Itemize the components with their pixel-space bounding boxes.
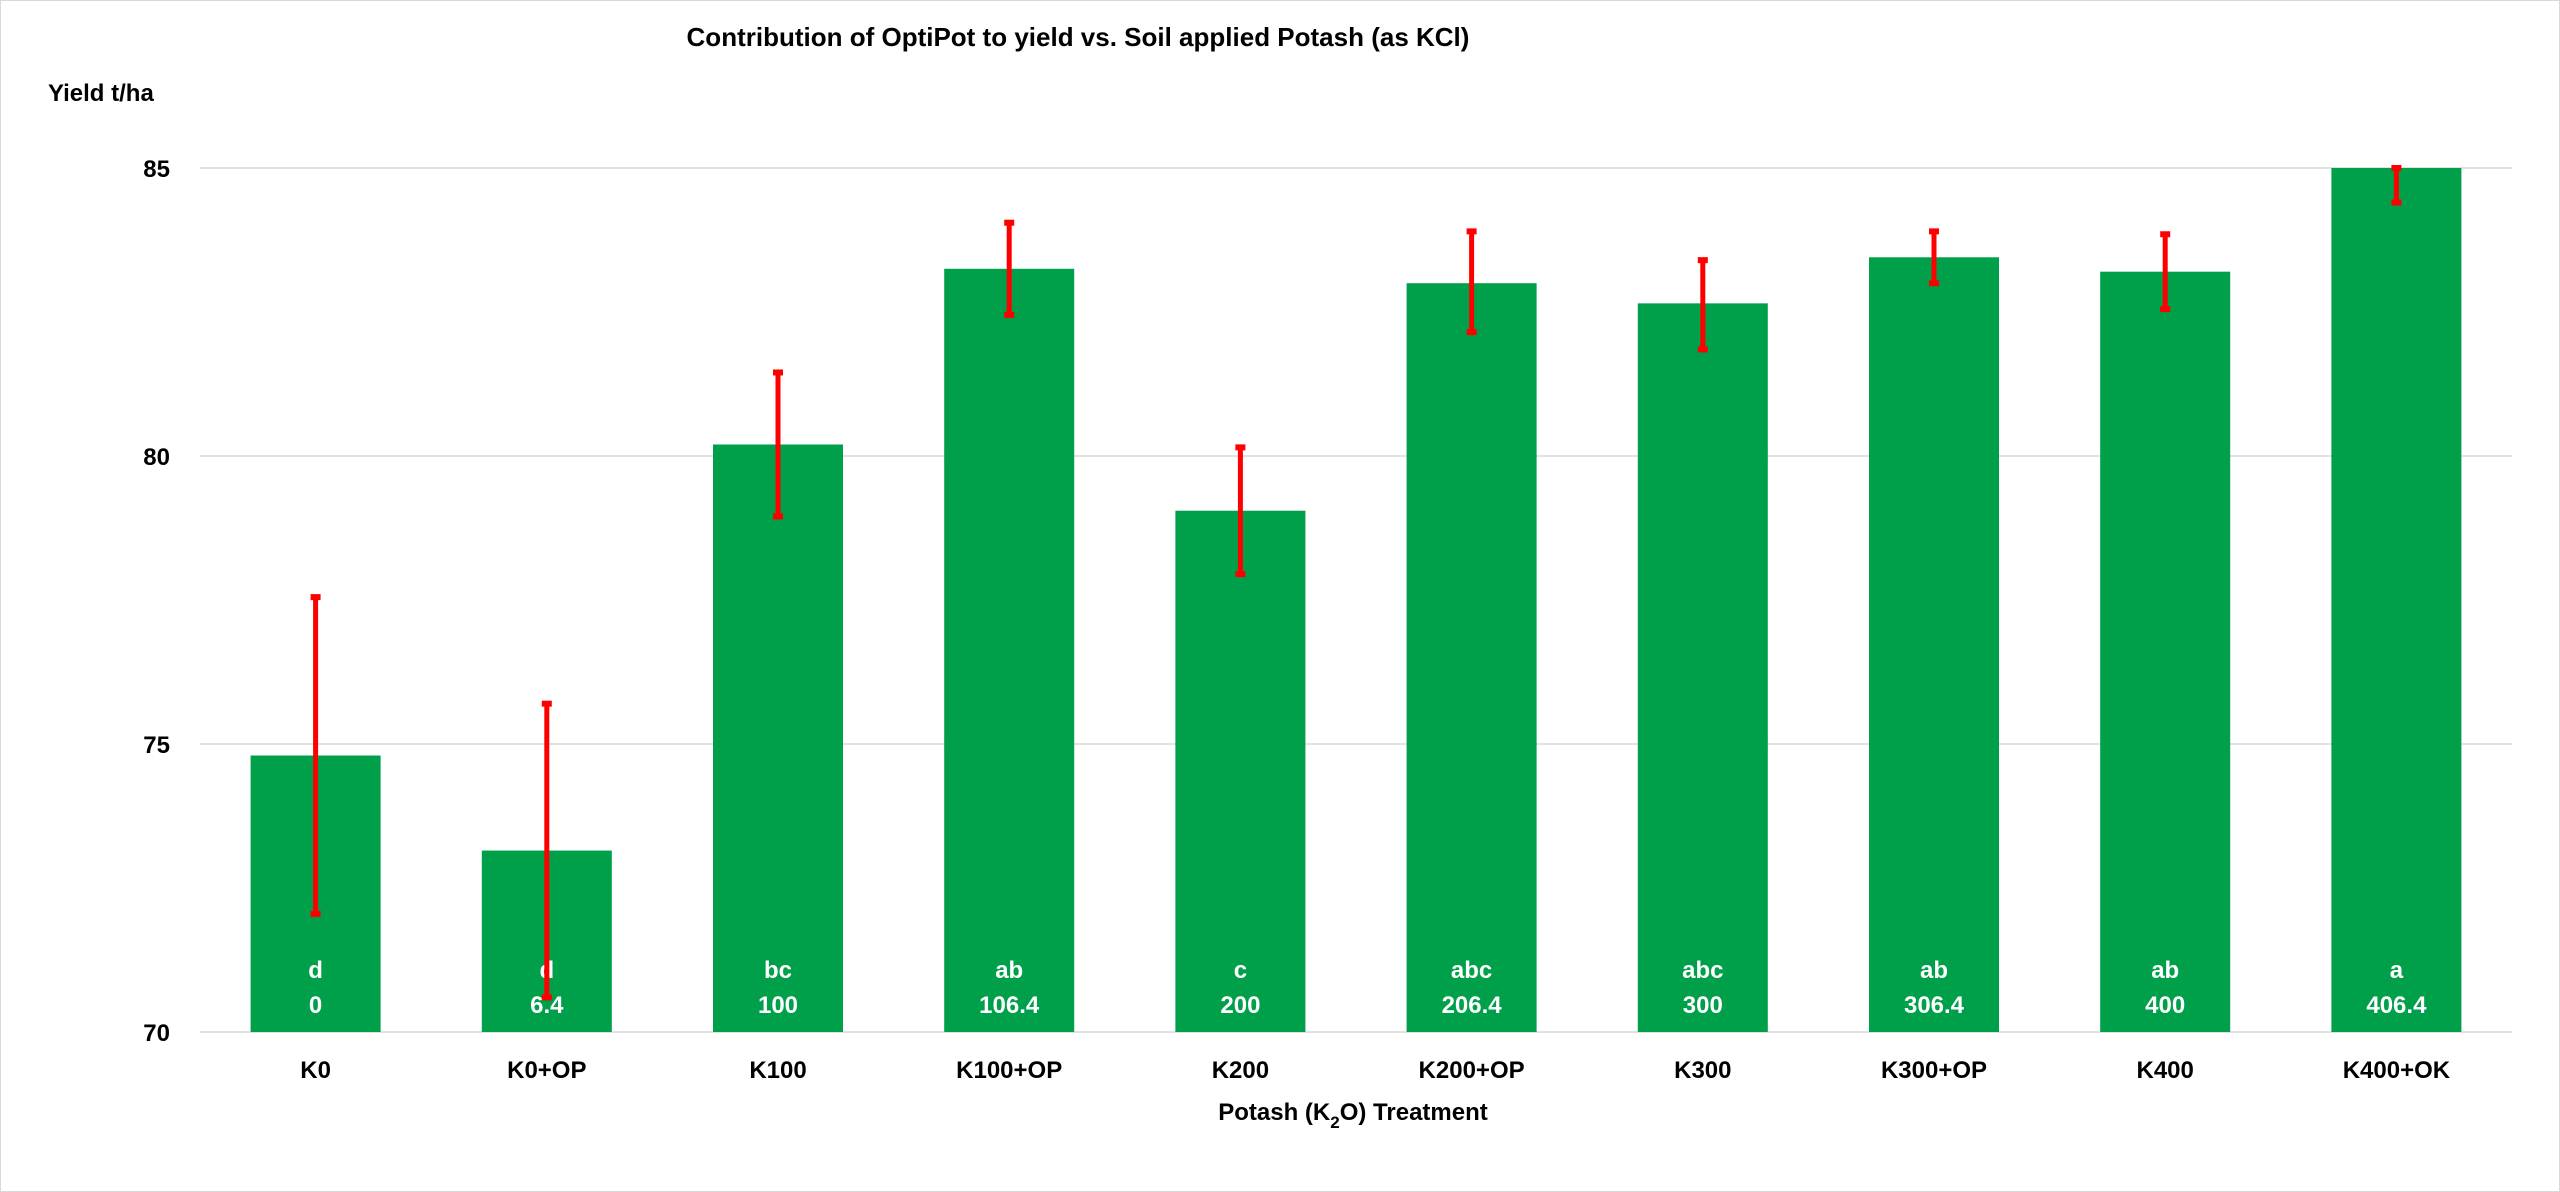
- k2o-rate-label: 206.4: [1442, 992, 1503, 1019]
- chart-title: Contribution of OptiPot to yield vs. Soi…: [687, 22, 1470, 52]
- y-tick-label: 80: [143, 444, 170, 471]
- k2o-rate-label: 106.4: [979, 992, 1040, 1019]
- significance-letter: c: [1234, 957, 1247, 984]
- bar-labels: d0d6.4bc100ab106.4c200abc206.4abc300ab30…: [308, 957, 2427, 1019]
- bar-k400: [2100, 271, 2231, 1032]
- k2o-rate-label: 100: [758, 992, 798, 1019]
- x-category-label: K300: [1674, 1057, 1731, 1084]
- error-bar: [773, 369, 783, 520]
- error-bar: [1235, 444, 1246, 578]
- k2o-rate-label: 300: [1683, 992, 1723, 1019]
- x-category-label: K0+OP: [507, 1057, 586, 1084]
- error-bars: [310, 165, 2402, 1001]
- error-bar: [1004, 219, 1015, 318]
- y-tick-label: 85: [143, 156, 170, 183]
- y-axis-ticks: 70 75 80 85: [143, 156, 170, 1047]
- k2o-rate-label: 400: [2145, 992, 2185, 1019]
- x-category-label: K300+OP: [1881, 1057, 1987, 1084]
- x-category-label: K100+OP: [956, 1057, 1062, 1084]
- x-category-label: K200: [1212, 1057, 1269, 1084]
- y-axis-label: Yield t/ha: [48, 80, 154, 107]
- x-axis-categories: K0 K0+OP K100 K100+OP K200 K200+OP K300 K300+OP…: [300, 1057, 2451, 1084]
- k2o-rate-label: 200: [1220, 992, 1260, 1019]
- significance-letter: abc: [1451, 957, 1492, 984]
- significance-letter: a: [2390, 957, 2404, 984]
- x-category-label: K0: [300, 1057, 331, 1084]
- k2o-rate-label: 306.4: [1904, 992, 1965, 1019]
- x-category-label: K200+OP: [1419, 1057, 1525, 1084]
- error-bar: [2160, 231, 2171, 313]
- error-bar: [1697, 257, 1708, 353]
- error-bar: [1929, 228, 1939, 287]
- error-bar: [1466, 228, 1477, 336]
- k2o-rate-label: 406.4: [2366, 992, 2427, 1019]
- k2o-rate-label: 0: [309, 992, 322, 1019]
- bar-k200: [1175, 510, 1306, 1033]
- x-axis-label: Potash (K2O) Treatment: [1218, 1099, 1488, 1132]
- bar-k300: [1637, 303, 1768, 1032]
- error-bar: [2391, 165, 2402, 206]
- significance-letter: bc: [764, 957, 792, 984]
- x-category-label: K100: [749, 1057, 806, 1084]
- bar-k200-plus-op: [1406, 283, 1537, 1032]
- significance-letter: ab: [1920, 957, 1948, 984]
- significance-letter: abc: [1682, 957, 1723, 984]
- bars: [250, 168, 2462, 1033]
- bar-k100-plus-op: [944, 268, 1075, 1032]
- error-bar: [310, 594, 321, 917]
- bar-k100: [713, 444, 843, 1033]
- y-tick-label: 70: [143, 1020, 170, 1047]
- x-category-label: K400: [2137, 1057, 2194, 1084]
- error-bar: [541, 700, 552, 1001]
- bar-k400-plus-ok: [2331, 168, 2462, 1032]
- y-tick-label: 75: [143, 732, 170, 759]
- significance-letter: ab: [2151, 957, 2179, 984]
- bar-k300-plus-op: [1869, 257, 1999, 1032]
- significance-letter: d: [308, 957, 323, 984]
- significance-letter: ab: [995, 957, 1023, 984]
- x-category-label: K400+OK: [2343, 1057, 2451, 1084]
